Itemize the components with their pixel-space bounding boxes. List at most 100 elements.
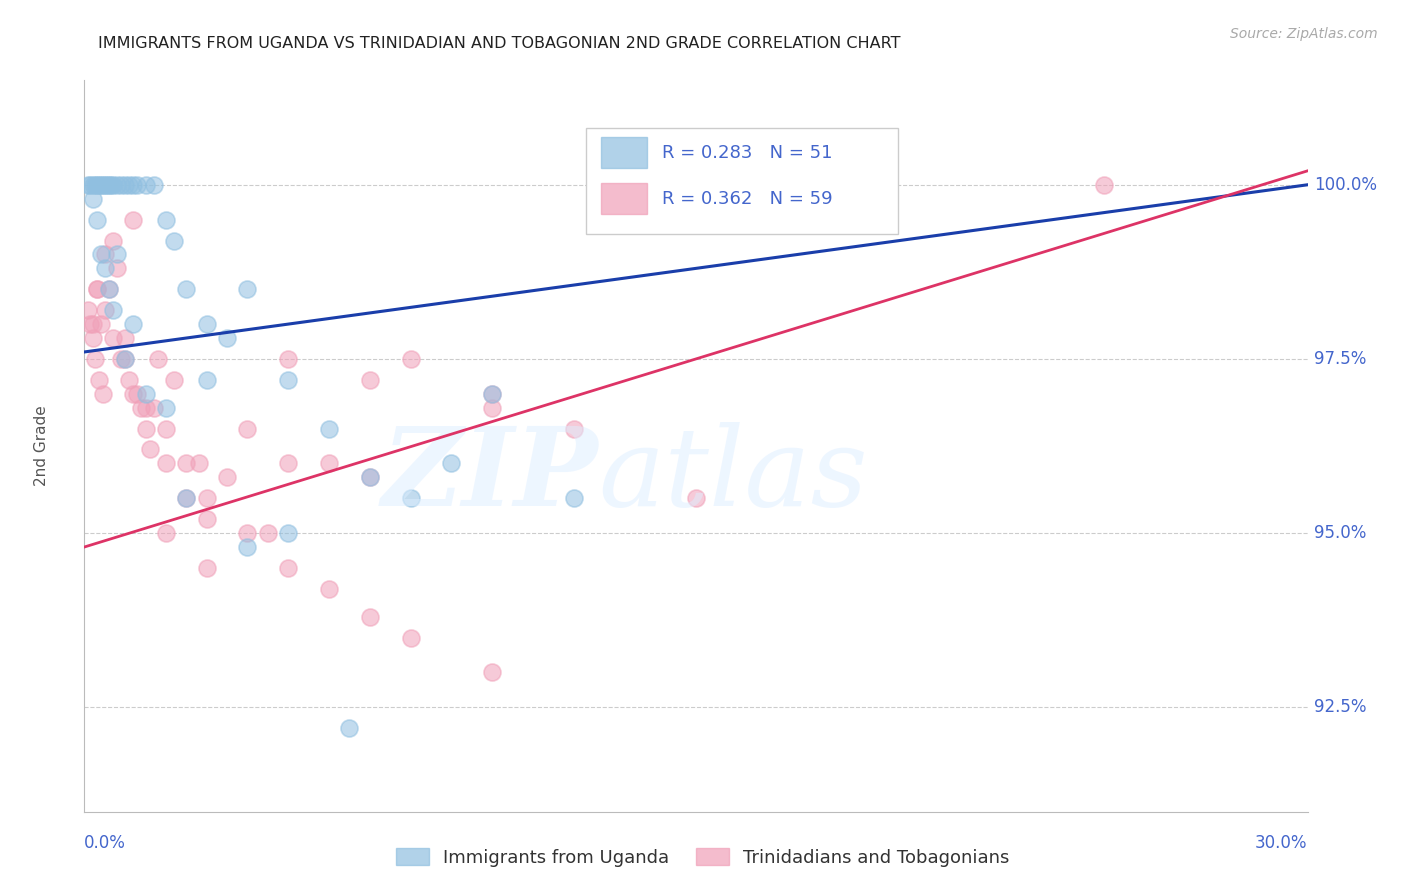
FancyBboxPatch shape [586,128,898,234]
Point [155,457,177,471]
Point [155,212,177,227]
Point [318,421,340,435]
Text: R = 0.362   N = 59: R = 0.362 N = 59 [662,190,832,208]
Point [359,470,381,484]
Point [86,282,108,296]
Point [339,721,361,735]
Point [93,247,115,261]
Point [174,491,197,506]
Point [685,178,707,192]
Point [105,178,128,192]
Text: 92.5%: 92.5% [1313,698,1367,716]
Point [86,178,108,192]
Text: 2nd Grade: 2nd Grade [34,406,49,486]
Point [174,457,197,471]
Point [142,401,165,415]
Point [97,282,120,296]
Point [83,178,105,192]
Point [155,401,177,415]
Point [87,178,110,192]
Point [77,178,100,192]
Point [257,526,280,541]
Text: 97.5%: 97.5% [1313,350,1367,368]
Point [195,491,218,506]
Point [174,282,197,296]
Point [82,192,104,206]
Point [110,351,132,366]
Point [93,178,115,192]
Point [146,351,169,366]
Point [87,373,110,387]
Point [105,247,128,261]
Point [142,178,165,192]
Point [399,351,422,366]
Point [93,261,115,276]
Point [114,178,136,192]
Point [481,401,503,415]
Point [562,491,585,506]
Text: 95.0%: 95.0% [1313,524,1367,542]
Point [481,665,503,680]
Point [174,491,197,506]
Point [101,303,124,318]
Point [217,331,239,345]
Point [135,178,157,192]
Point [127,386,149,401]
Point [79,317,101,331]
Point [135,421,157,435]
Point [86,212,108,227]
Point [440,457,463,471]
Point [97,282,120,296]
Text: ZIP: ZIP [381,422,598,529]
Point [236,421,259,435]
Point [399,491,422,506]
Point [685,491,707,506]
Point [359,373,381,387]
Text: 100.0%: 100.0% [1313,176,1376,194]
Point [122,212,145,227]
Point [122,178,145,192]
Point [90,247,112,261]
Point [101,234,124,248]
Point [82,317,104,331]
Point [277,373,299,387]
Point [195,512,218,526]
Point [135,386,157,401]
Point [122,386,145,401]
Point [93,303,115,318]
Point [138,442,160,457]
Point [114,331,136,345]
Point [277,351,299,366]
Point [127,178,149,192]
Point [110,178,132,192]
Point [131,401,153,415]
Point [1092,178,1115,192]
Point [195,317,218,331]
Point [562,421,585,435]
Point [91,178,114,192]
Point [155,421,177,435]
Point [359,470,381,484]
FancyBboxPatch shape [600,184,647,214]
Point [236,526,259,541]
Point [135,401,157,415]
Text: Source: ZipAtlas.com: Source: ZipAtlas.com [1230,27,1378,41]
Point [399,631,422,645]
Point [90,178,112,192]
Text: 30.0%: 30.0% [1256,834,1308,852]
Text: atlas: atlas [598,422,868,529]
Point [91,386,114,401]
Text: R = 0.283   N = 51: R = 0.283 N = 51 [662,144,832,161]
Point [155,526,177,541]
Point [77,303,100,318]
Point [118,178,141,192]
Point [195,561,218,575]
Point [481,386,503,401]
Point [96,178,118,192]
Text: 0.0%: 0.0% [84,834,127,852]
FancyBboxPatch shape [600,137,647,168]
Point [101,331,124,345]
Point [100,178,122,192]
Point [82,331,104,345]
Text: IMMIGRANTS FROM UGANDA VS TRINIDADIAN AND TOBAGONIAN 2ND GRADE CORRELATION CHART: IMMIGRANTS FROM UGANDA VS TRINIDADIAN AN… [98,36,901,51]
